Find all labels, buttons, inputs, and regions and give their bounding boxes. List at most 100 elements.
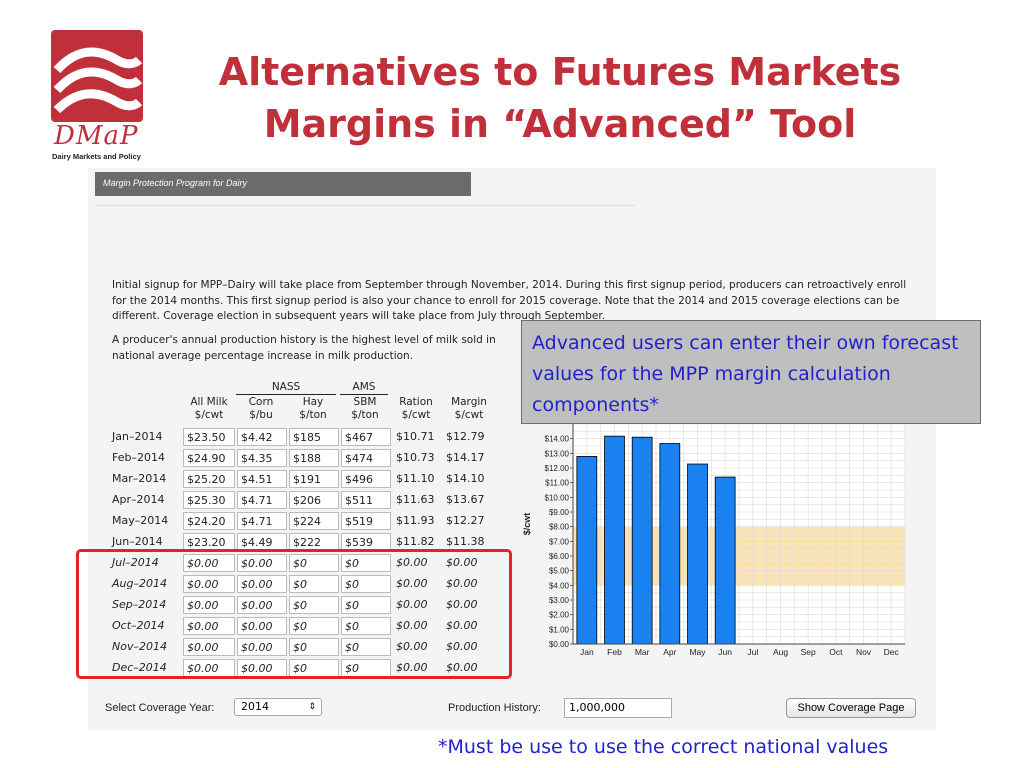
row-month-label: Jan–2014	[112, 430, 163, 443]
table-cell: $0	[341, 573, 393, 594]
milk-input[interactable]: $0.00	[183, 637, 235, 656]
x-tick-label: Apr	[663, 647, 676, 657]
corn-input[interactable]: $0.00	[237, 637, 287, 656]
table-cell: $4.35	[237, 447, 289, 468]
table-cell: $191	[289, 468, 341, 489]
corn-input[interactable]: $4.42	[237, 427, 287, 446]
y-tick-label: $10.00	[545, 493, 570, 502]
table-row: Dec–2014 $0.00 $0.00 $0 $0 $0.00 $0.00	[109, 657, 497, 678]
milk-input[interactable]: $25.20	[183, 469, 235, 488]
row-month-label: Jul–2014	[112, 556, 159, 569]
y-tick-label: $4.00	[549, 581, 570, 590]
sbm-input[interactable]: $539	[341, 532, 391, 551]
col-header-line1: Margin	[451, 396, 487, 408]
y-tick-label: $3.00	[549, 596, 570, 605]
table-cell: $0.00	[237, 552, 289, 573]
corn-input[interactable]: $0.00	[237, 553, 287, 572]
hay-input[interactable]: $185	[289, 427, 339, 446]
sbm-input[interactable]: $0	[341, 616, 391, 635]
table-cell: $24.90	[183, 447, 237, 468]
corn-input[interactable]: $4.35	[237, 448, 287, 467]
row-month-label: Dec–2014	[112, 661, 167, 674]
milk-input[interactable]: $25.30	[183, 490, 235, 509]
milk-input[interactable]: $24.20	[183, 511, 235, 530]
col-header-line2: $/bu	[249, 409, 273, 421]
sbm-input[interactable]: $0	[341, 595, 391, 614]
sbm-input[interactable]: $0	[341, 637, 391, 656]
corn-input[interactable]: $0.00	[237, 616, 287, 635]
milk-input[interactable]: $0.00	[183, 616, 235, 635]
milk-input[interactable]: $0.00	[183, 574, 235, 593]
coverage-year-select[interactable]: 2014 ⇕	[234, 698, 322, 716]
table-cell: $0.00	[237, 594, 289, 615]
sbm-input[interactable]: $496	[341, 469, 391, 488]
table-cell: $519	[341, 510, 393, 531]
table-cell: $0.00	[183, 636, 237, 657]
milk-input[interactable]: $0.00	[183, 658, 235, 677]
production-history-input[interactable]: 1,000,000	[564, 698, 672, 718]
hay-input[interactable]: $191	[289, 469, 339, 488]
table-cell: $0.00	[393, 615, 443, 636]
col-header-hay: Hay $/ton	[288, 396, 338, 422]
sbm-input[interactable]: $467	[341, 427, 391, 446]
x-tick-label: Mar	[635, 647, 650, 657]
coverage-year-value: 2014	[241, 700, 269, 713]
table-row: Nov–2014 $0.00 $0.00 $0 $0 $0.00 $0.00	[109, 636, 497, 657]
ration-value: $10.73	[396, 450, 435, 464]
milk-input[interactable]: $23.50	[183, 427, 235, 446]
corn-input[interactable]: $4.49	[237, 532, 287, 551]
corn-input[interactable]: $4.51	[237, 469, 287, 488]
milk-input[interactable]: $0.00	[183, 553, 235, 572]
table-cell: $12.27	[443, 510, 497, 531]
x-tick-label: Oct	[829, 647, 843, 657]
milk-input[interactable]: $24.90	[183, 448, 235, 467]
y-tick-label: $11.00	[545, 479, 569, 488]
table-row: Apr–2014 $25.30 $4.71 $206 $511 $11.63 $13.67	[109, 489, 497, 510]
hay-input[interactable]: $206	[289, 490, 339, 509]
show-coverage-page-button[interactable]: Show Coverage Page	[786, 698, 916, 718]
margin-value: $12.79	[446, 429, 485, 443]
table-cell: $4.42	[237, 426, 289, 447]
hay-input[interactable]: $0	[289, 595, 339, 614]
hay-input[interactable]: $224	[289, 511, 339, 530]
hay-input[interactable]: $188	[289, 448, 339, 467]
table-cell: $0.00	[443, 573, 497, 594]
margin-value: $0.00	[446, 618, 478, 632]
sbm-input[interactable]: $0	[341, 553, 391, 572]
table-cell: $0.00	[443, 636, 497, 657]
intro-paragraph: Initial signup for MPP–Dairy will take p…	[112, 279, 907, 322]
milk-input[interactable]: $23.20	[183, 532, 235, 551]
table-cell: $0.00	[237, 615, 289, 636]
corn-input[interactable]: $0.00	[237, 595, 287, 614]
margin-value: $12.27	[446, 513, 485, 527]
hay-input[interactable]: $222	[289, 532, 339, 551]
table-cell: $0.00	[237, 636, 289, 657]
sbm-input[interactable]: $519	[341, 511, 391, 530]
table-cell: $11.82	[393, 531, 443, 552]
hay-input[interactable]: $0	[289, 637, 339, 656]
logo-subtitle: Dairy Markets and Policy	[52, 152, 141, 161]
hay-input[interactable]: $0	[289, 553, 339, 572]
hay-input[interactable]: $0	[289, 616, 339, 635]
corn-input[interactable]: $4.71	[237, 490, 287, 509]
x-tick-label: Dec	[884, 647, 900, 657]
col-header-line2: $/cwt	[401, 409, 431, 421]
corn-input[interactable]: $0.00	[237, 574, 287, 593]
table-cell: $14.17	[443, 447, 497, 468]
margin-input-table: Jan–2014 $23.50 $4.42 $185 $467 $10.71 $12.79 F…	[109, 426, 497, 678]
col-header-line1: Hay	[302, 396, 324, 408]
milk-input[interactable]: $0.00	[183, 595, 235, 614]
x-tick-label: Jan	[580, 647, 594, 657]
margin-value: $0.00	[446, 660, 478, 674]
corn-input[interactable]: $4.71	[237, 511, 287, 530]
margin-value: $11.38	[446, 534, 485, 548]
table-cell: $0.00	[443, 552, 497, 573]
table-cell: $0	[289, 636, 341, 657]
sbm-input[interactable]: $511	[341, 490, 391, 509]
sbm-input[interactable]: $474	[341, 448, 391, 467]
row-month-label: Nov–2014	[112, 640, 167, 653]
sbm-input[interactable]: $0	[341, 574, 391, 593]
hay-input[interactable]: $0	[289, 574, 339, 593]
margin-value: $0.00	[446, 555, 478, 569]
y-tick-label: $2.00	[549, 611, 570, 620]
